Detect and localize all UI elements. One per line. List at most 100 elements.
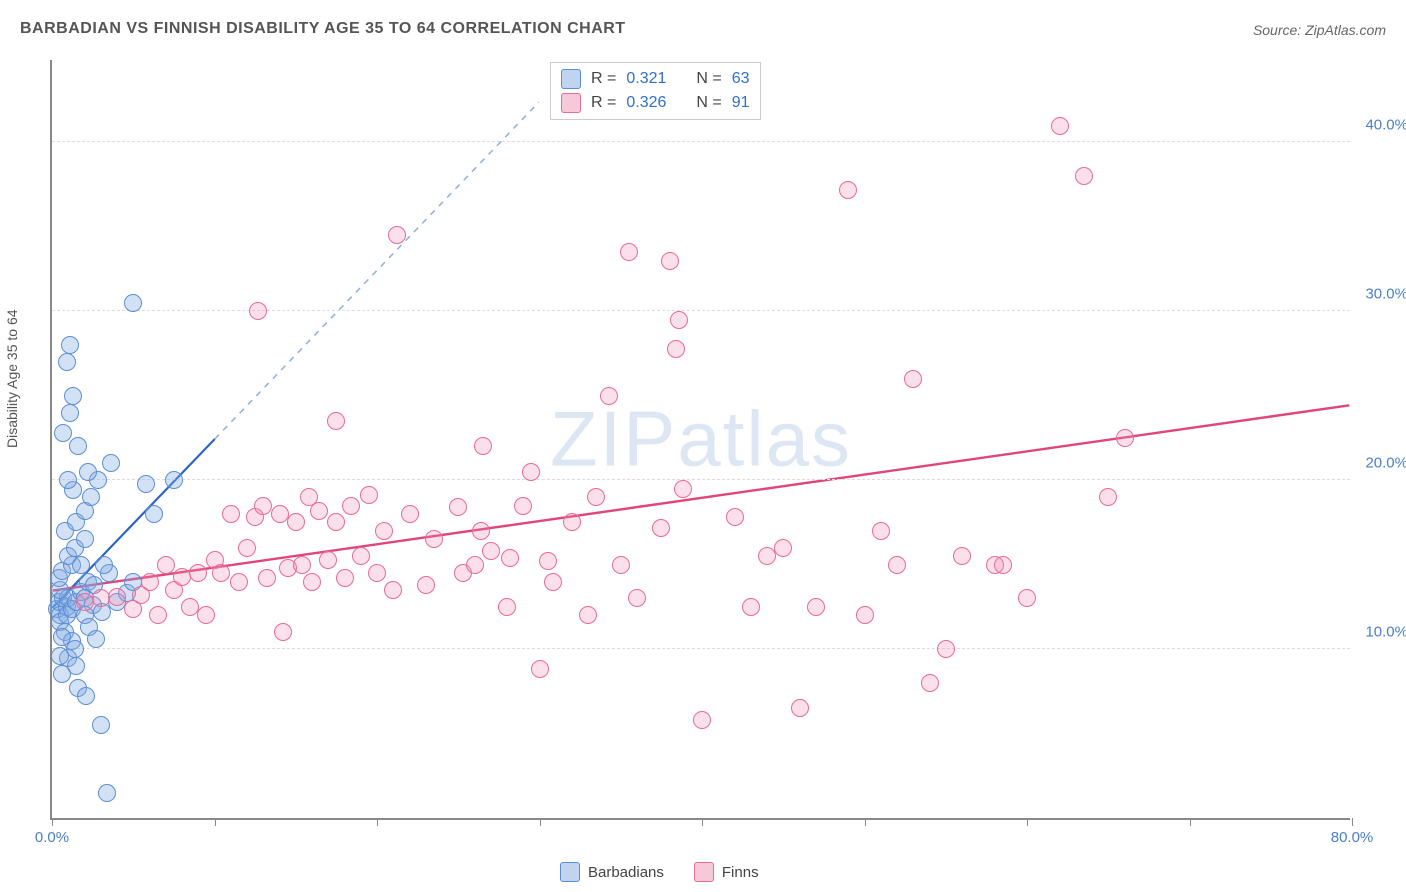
bottom-legend: Barbadians Finns <box>560 862 759 882</box>
scatter-marker-finns <box>1075 167 1093 185</box>
scatter-marker-barbadians <box>79 463 97 481</box>
scatter-marker-finns <box>388 226 406 244</box>
scatter-marker-finns <box>904 370 922 388</box>
scatter-marker-finns <box>417 576 435 594</box>
scatter-marker-finns <box>693 711 711 729</box>
scatter-marker-finns <box>319 551 337 569</box>
scatter-marker-finns <box>839 181 857 199</box>
scatter-marker-finns <box>149 606 167 624</box>
x-tick <box>377 818 378 826</box>
scatter-marker-finns <box>472 522 490 540</box>
scatter-marker-finns <box>872 522 890 540</box>
stats-legend-box: R = 0.321 N = 63 R = 0.326 N = 91 <box>550 62 761 120</box>
watermark-text: ZIPatlas <box>550 394 852 485</box>
scatter-marker-finns <box>628 589 646 607</box>
gridline-h <box>52 141 1350 142</box>
r-value-barbadians: 0.321 <box>626 70 666 88</box>
gridline-h <box>52 310 1350 311</box>
scatter-marker-barbadians <box>51 647 69 665</box>
x-tick <box>1190 818 1191 826</box>
scatter-marker-finns <box>303 573 321 591</box>
scatter-marker-finns <box>994 556 1012 574</box>
scatter-marker-finns <box>612 556 630 574</box>
chart-container: BARBADIAN VS FINNISH DISABILITY AGE 35 T… <box>0 0 1406 892</box>
scatter-marker-finns <box>342 497 360 515</box>
trendline-dashed-barbadians <box>215 102 539 439</box>
y-tick-label: 20.0% <box>1365 455 1406 472</box>
scatter-marker-barbadians <box>82 488 100 506</box>
legend-label-barbadians: Barbadians <box>588 864 664 881</box>
scatter-marker-finns <box>327 412 345 430</box>
x-tick <box>1352 818 1353 826</box>
x-tick <box>702 818 703 826</box>
scatter-marker-barbadians <box>61 404 79 422</box>
scatter-marker-barbadians <box>92 716 110 734</box>
scatter-marker-finns <box>1116 429 1134 447</box>
scatter-marker-barbadians <box>145 505 163 523</box>
scatter-marker-finns <box>287 513 305 531</box>
scatter-marker-finns <box>474 437 492 455</box>
scatter-marker-barbadians <box>64 387 82 405</box>
y-tick-label: 30.0% <box>1365 286 1406 303</box>
scatter-marker-finns <box>774 539 792 557</box>
scatter-marker-finns <box>563 513 581 531</box>
scatter-marker-finns <box>667 340 685 358</box>
scatter-marker-finns <box>856 606 874 624</box>
swatch-blue-icon <box>561 69 581 89</box>
scatter-marker-finns <box>921 674 939 692</box>
scatter-marker-finns <box>360 486 378 504</box>
scatter-marker-finns <box>544 573 562 591</box>
scatter-marker-barbadians <box>69 437 87 455</box>
stats-row-finns: R = 0.326 N = 91 <box>561 91 750 115</box>
scatter-marker-finns <box>258 569 276 587</box>
scatter-marker-finns <box>498 598 516 616</box>
scatter-marker-finns <box>310 502 328 520</box>
scatter-marker-barbadians <box>98 784 116 802</box>
scatter-marker-finns <box>807 598 825 616</box>
scatter-marker-barbadians <box>76 530 94 548</box>
y-axis-title: Disability Age 35 to 64 <box>4 309 20 448</box>
scatter-marker-finns <box>157 556 175 574</box>
plot-area: ZIPatlas 10.0%20.0%30.0%40.0%0.0%80.0% <box>50 60 1350 820</box>
x-tick <box>52 818 53 826</box>
scatter-marker-barbadians <box>53 628 71 646</box>
scatter-marker-finns <box>1051 117 1069 135</box>
trend-lines-layer <box>52 60 1350 818</box>
scatter-marker-finns <box>531 660 549 678</box>
scatter-marker-finns <box>670 311 688 329</box>
scatter-marker-finns <box>791 699 809 717</box>
scatter-marker-finns <box>108 588 126 606</box>
scatter-marker-finns <box>1099 488 1117 506</box>
y-tick-label: 40.0% <box>1365 117 1406 134</box>
scatter-marker-finns <box>953 547 971 565</box>
scatter-marker-barbadians <box>77 687 95 705</box>
scatter-marker-finns <box>1018 589 1036 607</box>
stats-row-barbadians: R = 0.321 N = 63 <box>561 67 750 91</box>
scatter-marker-finns <box>482 542 500 560</box>
legend-item-finns: Finns <box>694 862 759 882</box>
scatter-marker-barbadians <box>87 630 105 648</box>
scatter-marker-barbadians <box>54 424 72 442</box>
r-label: R = <box>591 94 616 112</box>
scatter-marker-finns <box>327 513 345 531</box>
x-tick <box>865 818 866 826</box>
scatter-marker-finns <box>661 252 679 270</box>
scatter-marker-finns <box>238 539 256 557</box>
scatter-marker-finns <box>375 522 393 540</box>
scatter-marker-finns <box>352 547 370 565</box>
scatter-marker-finns <box>181 598 199 616</box>
scatter-marker-barbadians <box>58 353 76 371</box>
scatter-marker-finns <box>293 556 311 574</box>
swatch-blue-icon <box>560 862 580 882</box>
y-tick-label: 10.0% <box>1365 624 1406 641</box>
scatter-marker-finns <box>579 606 597 624</box>
n-label: N = <box>696 70 721 88</box>
scatter-marker-finns <box>384 581 402 599</box>
n-value-barbadians: 63 <box>732 70 750 88</box>
scatter-marker-finns <box>742 598 760 616</box>
scatter-marker-finns <box>587 488 605 506</box>
scatter-marker-barbadians <box>61 336 79 354</box>
scatter-marker-finns <box>76 593 94 611</box>
scatter-marker-barbadians <box>137 475 155 493</box>
legend-label-finns: Finns <box>722 864 759 881</box>
